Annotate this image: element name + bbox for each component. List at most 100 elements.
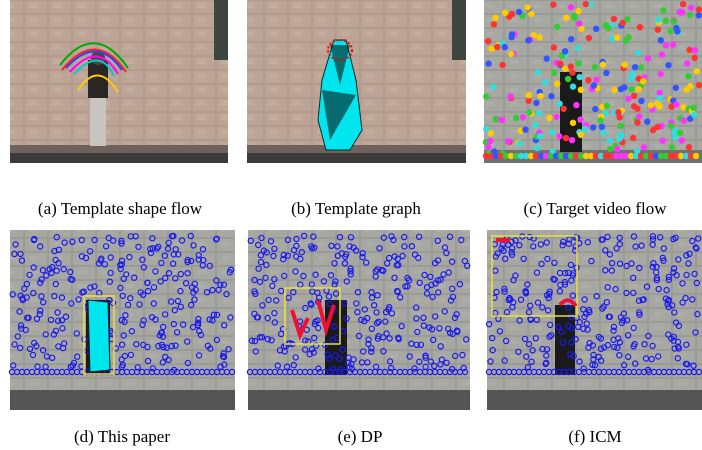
flow-point — [655, 27, 660, 32]
flow-point — [679, 138, 684, 143]
flow-point — [693, 153, 698, 158]
flow-point — [526, 93, 531, 98]
flow-point — [645, 56, 650, 61]
flow-point — [591, 83, 596, 88]
flow-point — [495, 44, 500, 49]
flow-point — [488, 131, 493, 136]
flow-point — [618, 87, 623, 92]
flow-point — [576, 61, 581, 66]
flow-point — [657, 90, 662, 95]
flow-point — [533, 123, 538, 128]
flow-point — [689, 5, 694, 10]
flow-point — [674, 102, 679, 107]
flow-point — [684, 87, 689, 92]
flow-point — [570, 84, 575, 89]
flow-point — [491, 84, 496, 89]
flow-point — [601, 131, 606, 136]
flow-point — [673, 85, 678, 90]
flow-point — [509, 11, 514, 16]
flow-point — [493, 15, 498, 20]
caption: (f) ICM — [568, 427, 621, 446]
flow-point — [555, 24, 560, 29]
flow-point — [641, 79, 646, 84]
flow-point — [575, 46, 580, 51]
flow-point — [648, 103, 653, 108]
flow-point — [537, 111, 542, 116]
flow-point — [549, 94, 554, 99]
flow-point — [527, 110, 532, 115]
flow-point — [551, 70, 556, 75]
flow-point — [563, 136, 568, 141]
flow-point — [570, 120, 575, 125]
flow-point — [537, 35, 542, 40]
flow-point — [574, 103, 579, 108]
flow-point — [500, 117, 505, 122]
flow-point — [655, 125, 660, 130]
flow-point — [678, 130, 683, 135]
flow-point — [577, 21, 582, 26]
flow-point — [696, 13, 701, 18]
flow-point — [626, 96, 631, 101]
flow-point — [572, 13, 577, 18]
caption: (a) Template shape flow — [38, 199, 203, 218]
flow-point — [576, 9, 581, 14]
flow-point — [615, 146, 620, 151]
flow-point — [636, 87, 641, 92]
flow-point — [594, 77, 599, 82]
flow-point — [506, 139, 511, 144]
flow-point — [666, 63, 671, 68]
flow-point — [557, 134, 562, 139]
flow-point — [525, 5, 530, 10]
panel-b-image — [247, 0, 466, 163]
flow-point — [663, 43, 668, 48]
flow-point — [622, 62, 627, 67]
caption: (b) Template graph — [291, 199, 421, 218]
flow-point — [508, 94, 513, 99]
caption: (c) Target video flow — [523, 199, 667, 218]
flow-point — [692, 112, 697, 117]
flow-point — [612, 87, 617, 92]
panel-d-image — [9, 230, 235, 410]
flow-point — [514, 115, 519, 120]
flow-point — [569, 37, 574, 42]
flow-point — [688, 12, 693, 17]
flow-point — [594, 26, 599, 31]
flow-point — [523, 127, 528, 132]
flow-point — [606, 26, 611, 31]
flow-point — [536, 70, 541, 75]
flow-point — [600, 62, 605, 67]
flow-point — [610, 22, 615, 27]
flow-point — [681, 118, 686, 123]
figure: (a) Template shape flow (b) Template gra… — [0, 0, 702, 450]
flow-point — [488, 138, 493, 143]
flow-point — [558, 61, 563, 66]
flow-point — [624, 38, 629, 43]
flow-point — [658, 71, 663, 76]
flow-point — [486, 61, 491, 66]
flow-point — [549, 130, 554, 135]
flow-point — [517, 9, 522, 14]
flow-point — [520, 115, 525, 120]
flow-point — [599, 124, 604, 129]
flow-point — [681, 2, 686, 7]
flow-point — [692, 48, 697, 53]
flow-point — [607, 138, 612, 143]
flow-point — [489, 46, 494, 51]
flow-point — [566, 76, 571, 81]
flow-point — [557, 101, 562, 106]
flow-point — [669, 123, 674, 128]
flow-point — [632, 104, 637, 109]
flow-point — [685, 61, 690, 66]
flow-point — [544, 56, 549, 61]
flow-point — [633, 65, 638, 70]
flow-point — [529, 11, 534, 16]
flow-point — [675, 29, 680, 34]
flow-point — [551, 45, 556, 50]
flow-point — [534, 100, 539, 105]
flow-point — [686, 145, 691, 150]
flow-point — [579, 26, 584, 31]
flow-point — [671, 19, 676, 24]
flow-point — [554, 114, 559, 119]
flow-point — [637, 25, 642, 30]
panel-e-image — [247, 230, 470, 410]
